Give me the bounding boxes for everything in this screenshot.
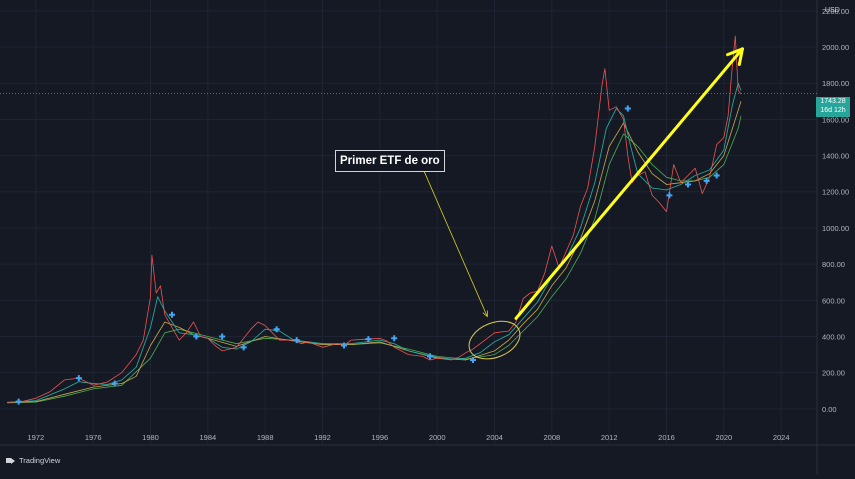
countdown-value: 16d 12h: [820, 107, 846, 114]
trend-arrow-line: [514, 47, 744, 320]
price-series-line: [7, 35, 742, 403]
x-tick-label: 2000: [429, 433, 446, 442]
signal-marker: [624, 105, 631, 112]
signal-marker: [15, 398, 22, 405]
signal-marker: [365, 336, 372, 343]
signal-marker: [341, 342, 347, 349]
signal-marker: [219, 333, 226, 340]
last-price-badge: 1743.28 16d 12h: [816, 97, 850, 117]
price-series-line: [7, 115, 742, 404]
x-tick-label: 1984: [199, 433, 216, 442]
x-tick-label: 2024: [773, 433, 790, 442]
signal-marker: [293, 337, 300, 344]
y-tick-label: 1400.00: [822, 152, 849, 161]
signal-marker: [713, 172, 720, 179]
x-tick-label: 1972: [27, 433, 44, 442]
currency-label: USD: [825, 7, 840, 14]
signal-marker: [666, 192, 673, 199]
signal-marker: [240, 344, 247, 351]
x-tick-label: 2008: [543, 433, 560, 442]
signal-marker: [169, 311, 175, 318]
x-tick-label: 2016: [658, 433, 675, 442]
x-tick-label: 1988: [257, 433, 274, 442]
signal-marker: [193, 333, 200, 340]
x-tick-label: 2012: [601, 433, 618, 442]
y-tick-label: 1200.00: [822, 188, 849, 197]
signal-marker: [75, 375, 82, 382]
tradingview-logo[interactable]: TradingView: [6, 456, 60, 465]
etf-launch-ellipse: [468, 320, 521, 360]
y-tick-label: 400.00: [822, 332, 845, 341]
annotation-pointer-head: [482, 310, 488, 318]
etf-annotation-label[interactable]: Primer ETF de oro: [335, 150, 445, 172]
signal-marker: [273, 326, 280, 333]
trend-arrow-head: [726, 47, 744, 67]
x-tick-label: 1976: [85, 433, 102, 442]
y-tick-label: 0.00: [822, 405, 837, 414]
signal-marker: [391, 335, 398, 342]
x-tick-label: 1996: [371, 433, 388, 442]
x-tick-label: 2020: [715, 433, 732, 442]
price-series-line: [7, 101, 742, 403]
y-tick-label: 2200.00: [822, 7, 849, 16]
y-tick-label: 1600.00: [822, 115, 849, 124]
y-tick-label: 1800.00: [822, 79, 849, 88]
y-tick-label: 2000.00: [822, 43, 849, 52]
signal-marker: [427, 353, 433, 360]
signal-marker: [685, 181, 691, 188]
y-tick-label: 600.00: [822, 296, 845, 305]
last-price-value: 1743.28: [820, 98, 846, 105]
y-tick-label: 1000.00: [822, 224, 849, 233]
y-tick-label: 800.00: [822, 260, 845, 269]
price-series-line: [7, 82, 742, 403]
x-tick-label: 2004: [486, 433, 503, 442]
tradingview-icon: [6, 457, 16, 464]
x-tick-label: 1980: [142, 433, 159, 442]
signal-marker: [470, 356, 476, 363]
y-tick-label: 200.00: [822, 369, 845, 378]
signal-marker: [111, 380, 118, 387]
x-tick-label: 1992: [314, 433, 331, 442]
annotation-pointer-line: [415, 151, 488, 317]
signal-marker: [703, 177, 710, 184]
logo-text: TradingView: [19, 456, 61, 465]
